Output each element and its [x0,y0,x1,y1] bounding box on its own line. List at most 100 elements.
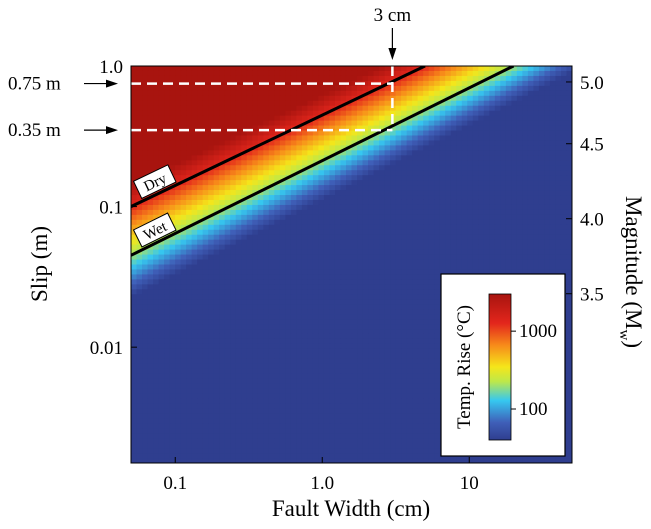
heat-cell [538,175,546,181]
heat-cell [467,66,474,72]
heat-cell [312,204,320,211]
heat-cell [268,244,275,251]
heat-cell [384,66,391,72]
heat-cell [483,170,490,176]
heat-cell [180,140,187,146]
heat-cell [274,353,281,360]
heat-cell [478,160,485,166]
heat-cell [296,343,303,350]
heat-cell [516,209,523,216]
heat-cell [142,125,149,132]
heat-cell [362,234,369,241]
heat-cell [483,234,490,241]
heat-cell [301,353,308,360]
heat-cell [516,249,523,256]
heat-cell [489,95,496,102]
heat-cell [213,180,220,186]
heat-cell [379,279,386,285]
heat-cell [494,254,501,261]
heat-cell [445,75,452,82]
heat-cell [153,274,160,280]
heat-cell [467,150,474,156]
heat-cell [412,209,419,216]
heat-cell [224,239,231,246]
heat-cell [241,219,248,226]
heat-cell [301,70,308,77]
heat-cell [412,284,419,290]
heat-cell [401,244,408,251]
heat-cell [230,373,237,380]
heat-cell [136,329,143,335]
heat-cell [235,135,242,142]
heat-cell [544,209,551,216]
heat-cell [142,155,149,161]
heat-cell [417,175,424,181]
heat-cell [472,66,479,72]
heat-cell [257,190,264,196]
heat-cell [329,289,336,295]
heat-cell [169,259,176,266]
heat-cell [362,185,369,191]
heat-cell [224,115,231,122]
heat-cell [329,274,336,280]
heat-cell [472,145,479,151]
heat-cell [395,254,402,261]
heat-cell [285,338,292,345]
heat-cell [263,135,270,142]
heat-cell [290,204,297,211]
heat-cell [456,249,463,256]
heat-cell [566,90,572,97]
heat-cell [301,333,308,340]
heat-cell [357,299,364,305]
heat-cell [351,348,358,355]
heat-cell [279,125,286,132]
heat-cell [500,85,507,92]
heat-cell [301,324,308,330]
heat-cell [219,214,226,221]
heat-cell [423,309,430,315]
heat-cell [180,195,187,201]
heat-cell [428,180,435,186]
heat-cell [445,160,452,166]
heat-cell [224,324,231,330]
heat-cell [285,319,292,325]
heat-cell [373,309,380,315]
heat-cell [505,254,512,261]
heat-cell [516,90,523,97]
heat-cell [494,234,501,241]
heat-cell [549,80,557,87]
heat-cell [373,160,380,166]
heat-cell [412,165,419,171]
heat-cell [213,170,220,176]
heat-cell [329,90,336,97]
heat-cell [279,338,286,345]
heat-cell [153,324,160,330]
heat-cell [307,145,314,151]
heat-cell [434,343,441,350]
heat-cell [379,95,386,102]
heat-cell [202,140,209,146]
heat-cell [439,229,446,236]
heat-cell [158,239,165,246]
heat-cell [246,85,253,92]
heat-cell [406,309,413,315]
heat-cell [368,289,375,295]
heat-cell [230,224,237,231]
heat-cell [197,199,204,206]
heat-cell [274,219,281,226]
heat-cell [241,239,248,246]
heat-cell [213,329,220,335]
heat-cell [395,90,402,97]
heat-cell [213,155,220,161]
heat-cell [274,363,281,370]
heat-cell [257,195,264,201]
heat-cell [147,314,154,320]
heat-cell [345,140,353,146]
heat-cell [219,363,226,370]
heat-cell [279,66,286,72]
heat-cell [384,259,391,266]
heat-cell [158,75,165,82]
heat-cell [285,254,292,261]
heat-cell [219,95,226,102]
heat-cell [147,309,154,315]
